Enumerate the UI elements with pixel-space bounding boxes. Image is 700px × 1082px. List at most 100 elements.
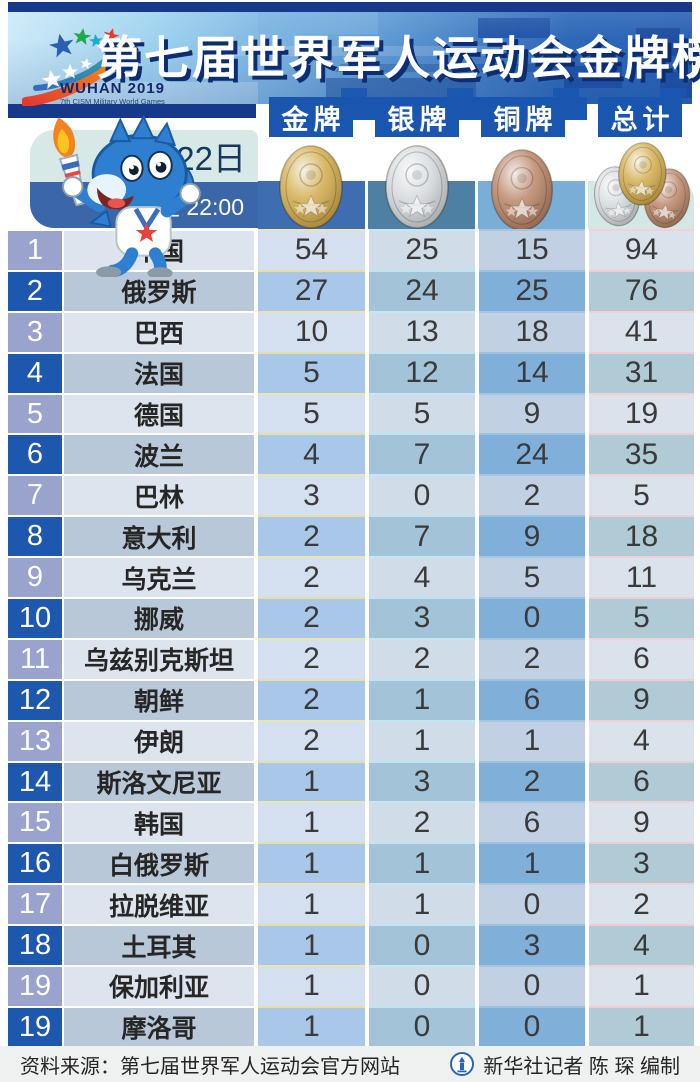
total-count-cell: 94 bbox=[589, 229, 694, 270]
silver-count: 1 bbox=[413, 683, 431, 717]
silver-count-cell: 0 bbox=[369, 924, 475, 966]
gold-count: 2 bbox=[303, 724, 320, 758]
country-name: 意大利 bbox=[121, 524, 197, 553]
gold-count: 54 bbox=[294, 233, 329, 267]
silver-count-cell: 7 bbox=[369, 515, 475, 557]
total-count-cell: 9 bbox=[589, 678, 694, 720]
bronze-count: 5 bbox=[523, 560, 541, 594]
total-count-cell: 6 bbox=[589, 637, 694, 679]
country-name: 巴林 bbox=[133, 483, 184, 512]
bronze-count: 6 bbox=[523, 805, 541, 839]
table-row: 9 乌克兰 2 4 5 11 bbox=[0, 556, 700, 598]
gold-count-cell: 2 bbox=[258, 637, 365, 679]
source-note: 资料来源：第七届世界军人运动会官方网站 bbox=[20, 1055, 400, 1078]
table-row: 2 俄罗斯 27 24 25 76 bbox=[0, 269, 700, 311]
bronze-count: 2 bbox=[523, 478, 541, 512]
gold-count: 2 bbox=[303, 601, 320, 635]
bronze-count: 2 bbox=[523, 765, 541, 799]
tab-bronze: 铜牌 bbox=[481, 97, 565, 137]
band-deco bbox=[258, 12, 378, 34]
silver-count: 0 bbox=[413, 1010, 431, 1044]
country-name: 乌克兰 bbox=[121, 565, 197, 594]
page-title: 第七届世界军人运动会金牌榜 bbox=[96, 32, 700, 84]
total-count-cell: 31 bbox=[589, 351, 694, 393]
country-cell: 摩洛哥 bbox=[64, 1005, 254, 1047]
silver-count: 13 bbox=[405, 315, 439, 349]
total-count: 9 bbox=[633, 805, 650, 839]
tab-step-deco bbox=[341, 88, 367, 97]
country-name: 韩国 bbox=[133, 810, 184, 839]
bronze-count: 24 bbox=[515, 437, 549, 471]
total-count: 6 bbox=[633, 765, 650, 799]
footer: 资料来源：第七届世界军人运动会官方网站 新华社记者 陈 琛 编制 bbox=[0, 1046, 700, 1082]
silver-count: 25 bbox=[405, 233, 439, 267]
left-navy-strip bbox=[8, 104, 256, 118]
table-row: 11 乌兹别克斯坦 2 2 2 6 bbox=[0, 637, 700, 679]
bronze-count-cell: 0 bbox=[479, 883, 585, 925]
table-row: 12 朝鲜 2 1 6 9 bbox=[0, 678, 700, 720]
total-count-cell: 1 bbox=[589, 1005, 694, 1047]
country-name: 德国 bbox=[133, 402, 184, 430]
silver-count-cell: 5 bbox=[369, 392, 475, 434]
gold-count: 1 bbox=[303, 928, 320, 962]
country-cell: 白俄罗斯 bbox=[64, 842, 254, 884]
country-cell: 法国 bbox=[64, 351, 254, 393]
gold-count: 2 bbox=[303, 560, 320, 594]
total-count: 31 bbox=[624, 356, 659, 390]
country-cell: 德国 bbox=[64, 392, 254, 434]
tab-total: 总计 bbox=[598, 97, 682, 137]
country-cell: 乌兹别克斯坦 bbox=[64, 637, 254, 679]
rank-value: 4 bbox=[26, 356, 44, 389]
bronze-count-cell: 5 bbox=[479, 556, 585, 598]
bronze-count-cell: 15 bbox=[479, 229, 585, 270]
bronze-count-cell: 2 bbox=[479, 637, 585, 679]
total-count-cell: 2 bbox=[589, 883, 694, 925]
rank-value: 14 bbox=[18, 765, 52, 798]
rank-value: 19 bbox=[18, 1010, 52, 1043]
bronze-count-cell: 9 bbox=[479, 515, 585, 557]
country-name: 挪威 bbox=[133, 606, 184, 635]
gold-count: 1 bbox=[303, 765, 320, 799]
rank-cell: 12 bbox=[8, 678, 62, 720]
bronze-count-cell: 18 bbox=[479, 310, 585, 352]
gold-count-cell: 10 bbox=[258, 310, 365, 352]
gold-count-cell: 2 bbox=[258, 678, 365, 720]
silver-count-cell: 0 bbox=[369, 965, 475, 1006]
table-row: 14 斯洛文尼亚 1 3 2 6 bbox=[0, 760, 700, 802]
band-deco bbox=[68, 82, 258, 104]
rank-cell: 15 bbox=[8, 801, 62, 843]
silver-count: 0 bbox=[413, 478, 431, 512]
rank-cell: 2 bbox=[8, 269, 62, 311]
gold-count: 1 bbox=[303, 1010, 320, 1044]
gold-count-cell: 2 bbox=[258, 556, 365, 598]
rank-cell: 19 bbox=[8, 965, 62, 1006]
total-count-cell: 4 bbox=[589, 924, 694, 966]
logo-wordmark: WUHAN 2019 bbox=[60, 80, 166, 97]
silver-count-cell: 1 bbox=[369, 883, 475, 925]
gold-count-cell: 2 bbox=[258, 515, 365, 557]
rank-cell: 19 bbox=[8, 1005, 62, 1047]
rank-cell: 17 bbox=[8, 883, 62, 925]
rank-cell: 8 bbox=[8, 515, 62, 557]
gold-count-cell: 27 bbox=[258, 269, 365, 311]
rank-cell: 18 bbox=[8, 924, 62, 966]
total-count: 11 bbox=[625, 560, 658, 594]
country-name: 斯洛文尼亚 bbox=[96, 770, 222, 799]
country-cell: 伊朗 bbox=[64, 719, 254, 761]
silver-count: 3 bbox=[413, 765, 431, 799]
silver-count-cell: 2 bbox=[369, 801, 475, 843]
rank-cell: 13 bbox=[8, 719, 62, 761]
country-name: 摩洛哥 bbox=[121, 1015, 197, 1044]
silver-count: 4 bbox=[413, 560, 431, 594]
tab-connector bbox=[353, 97, 375, 120]
bronze-count: 18 bbox=[515, 315, 549, 349]
wuhan-2019-games-logo bbox=[22, 26, 131, 106]
rank-cell: 9 bbox=[8, 556, 62, 598]
bronze-count: 14 bbox=[515, 356, 549, 390]
gold-count-cell: 2 bbox=[258, 719, 365, 761]
gold-count: 2 bbox=[303, 683, 320, 717]
bronze-count: 25 bbox=[515, 274, 549, 308]
credit-note: 新华社记者 陈 琛 编制 bbox=[450, 1050, 680, 1079]
rank-cell: 7 bbox=[8, 474, 62, 516]
gold-count-cell: 3 bbox=[258, 474, 365, 516]
